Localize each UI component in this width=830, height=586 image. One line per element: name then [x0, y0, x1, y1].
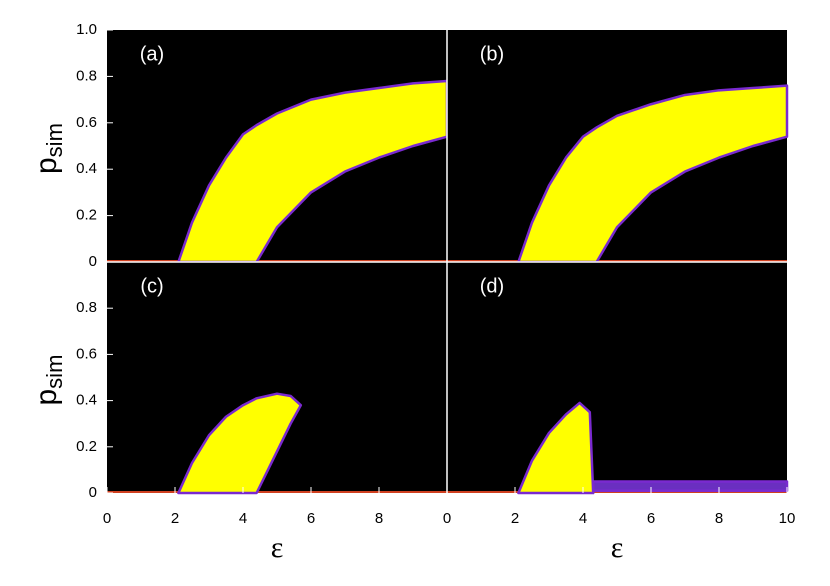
- density-band: [517, 401, 595, 495]
- y-tick-label: 0.4: [76, 160, 97, 177]
- y-label-sub: sim: [42, 123, 67, 157]
- y-tick-label: 0.6: [76, 114, 97, 131]
- x-axis-label: ε: [271, 531, 284, 564]
- x-tick-label: 8: [375, 510, 383, 527]
- panel-background: [447, 262, 787, 493]
- panel-label: (d): [480, 275, 504, 297]
- x-tick-label: 0: [443, 510, 451, 527]
- y-label-sub: sim: [42, 355, 67, 389]
- x-tick-label: 0: [103, 510, 111, 527]
- x-axis-label: ε: [611, 531, 624, 564]
- x-tick-label: 10: [779, 510, 796, 527]
- y-tick-label: 0.6: [76, 345, 97, 362]
- y-tick-label: 0: [89, 253, 97, 270]
- x-tick-label: 2: [171, 510, 179, 527]
- panel-label: (b): [480, 43, 504, 65]
- x-tick-label: 6: [307, 510, 315, 527]
- density-band: [177, 392, 303, 495]
- y-axis-label: psim: [30, 123, 67, 174]
- x-tick-label: 4: [239, 510, 247, 527]
- x-tick-label: 4: [579, 510, 587, 527]
- panel-label: (a): [140, 43, 164, 65]
- y-tick-label: 0.8: [76, 67, 97, 84]
- y-tick-label: 0: [89, 484, 97, 501]
- y-tick-label: 0.4: [76, 392, 97, 409]
- y-tick-label: 0.2: [76, 438, 97, 455]
- y-tick-label: 0.2: [76, 207, 97, 224]
- panel-background: [107, 262, 447, 493]
- y-tick-label: 1.0: [76, 21, 97, 38]
- x-tick-label: 8: [715, 510, 723, 527]
- panel-label: (c): [140, 275, 163, 297]
- x-tick-label: 6: [647, 510, 655, 527]
- y-label-main: p: [30, 157, 63, 174]
- density-band: [591, 480, 789, 492]
- y-label-main: p: [30, 389, 63, 406]
- x-tick-label: 2: [511, 510, 519, 527]
- y-axis-label: psim: [30, 355, 67, 406]
- y-tick-label: 0.8: [76, 299, 97, 316]
